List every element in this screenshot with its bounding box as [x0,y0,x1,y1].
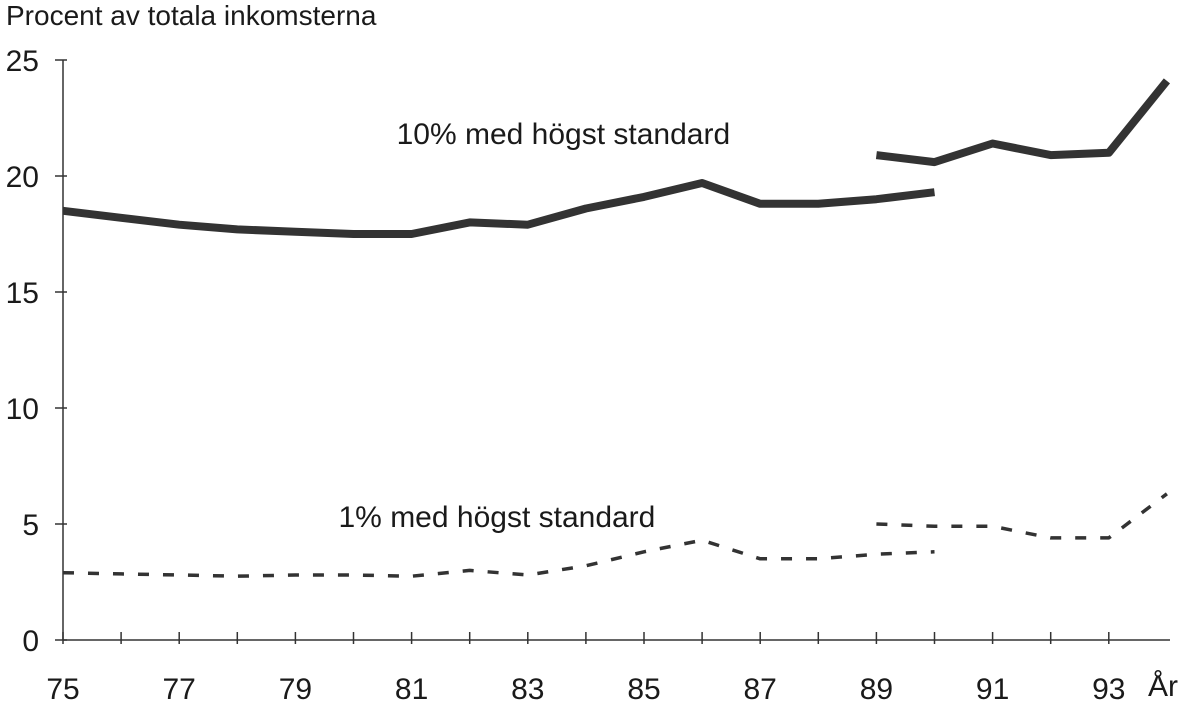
x-tick-label: 81 [395,673,428,704]
y-tick-label: 25 [6,45,39,78]
series-line [875,78,1171,167]
y-tick-label: 5 [22,509,39,542]
y-tick-label: 0 [22,625,39,658]
x-axis-title: År [1148,670,1178,703]
series-line [62,179,935,238]
x-tick-label: 85 [627,673,660,704]
y-tick-label: 10 [6,393,39,426]
x-tick-label: 75 [46,673,79,704]
series-group [62,78,1171,578]
x-tick-label: 89 [860,673,893,704]
y-axis-title: Procent av totala inkomsterna [6,0,377,31]
x-tick-label: 87 [744,673,777,704]
x-tick-label: 93 [1092,673,1125,704]
series-annotation: 10% med högst standard [397,118,731,151]
x-tick-label: 77 [163,673,196,704]
y-tick-label: 20 [6,161,39,194]
labels-group: 10% med högst standard 1% med högst stand… [339,118,731,534]
x-tick-label: 79 [279,673,312,704]
x-tick-label: 83 [511,673,544,704]
axes: 0 5 10 15 20 25 75 77 79 81 83 85 87 89 91 93 År [6,45,1178,704]
y-tick-label: 15 [6,277,39,310]
series-annotation: 1% med högst standard [339,501,656,534]
series-line [876,492,1168,540]
series-line [62,538,935,578]
x-tick-label: 91 [976,673,1009,704]
